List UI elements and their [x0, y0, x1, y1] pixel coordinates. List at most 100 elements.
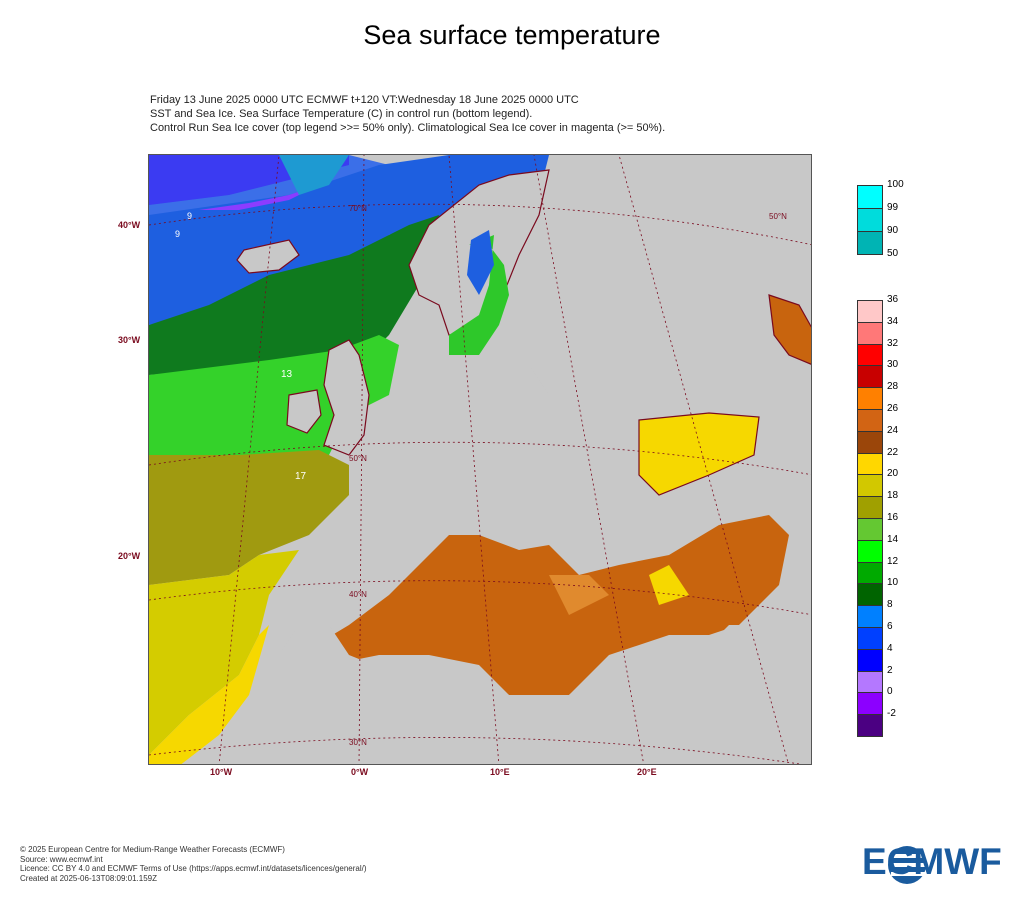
sst-legend-tick-label: 32 — [887, 337, 899, 349]
grid-label: 30°N — [349, 738, 367, 747]
sst-legend-tick-label: 34 — [887, 315, 899, 327]
sst-legend-tick-label: 0 — [887, 686, 893, 698]
sst-legend-tick-label: 16 — [887, 512, 899, 523]
footer-line-1: © 2025 European Centre for Medium-Range … — [20, 845, 285, 854]
ice-legend-swatch — [857, 185, 883, 209]
sst-band-12 — [149, 215, 439, 375]
sst-legend-tick-label: 20 — [887, 468, 899, 480]
sst-legend-tick-label: 10 — [887, 577, 899, 589]
lat-label-30w: 30°W — [118, 335, 141, 345]
caspian-sea — [768, 294, 811, 365]
header-line-1: Friday 13 June 2025 0000 UTC ECMWF t+120… — [150, 94, 579, 106]
meridian-10w — [218, 155, 280, 764]
sst-legend-tick-label: 22 — [887, 446, 899, 458]
iceland — [236, 239, 300, 274]
sst-band-20 — [149, 625, 269, 764]
parallel-50n — [149, 441, 811, 476]
great-britain — [323, 339, 370, 456]
sst-legend-swatch — [857, 496, 883, 519]
grid-label: 50°N — [769, 212, 787, 221]
lon-label-10w: 10°W — [210, 767, 233, 777]
sst-legend-swatch — [857, 692, 883, 716]
footer-line-4: Created at 2025-06-13T08:09:01.159Z — [20, 873, 157, 883]
black-sea — [638, 412, 760, 496]
footer-line-3: Licence: CC BY 4.0 and ECMWF Terms of Us… — [20, 864, 367, 873]
sst-legend-swatch — [857, 627, 883, 650]
sst-legend-tick-label: 2 — [887, 664, 893, 676]
sst-legend-swatch — [857, 321, 883, 345]
forecast-header: Friday 13 June 2025 0000 UTC ECMWF t+120… — [150, 93, 665, 135]
sst-legend-tick-label: 26 — [887, 403, 899, 414]
contour-label: 9 — [175, 229, 180, 239]
sst-legend-swatch — [857, 430, 883, 454]
header-line-3: Control Run Sea Ice cover (top legend >>… — [150, 122, 666, 134]
north-africa — [249, 625, 811, 764]
sst-legend-tick-label: 8 — [887, 599, 893, 611]
sst-legend-tick-label: 14 — [887, 533, 899, 545]
lon-label-10e: 10°E — [490, 767, 510, 777]
footer-credits: © 2025 European Centre for Medium-Range … — [20, 845, 367, 883]
sst-legend-tick-label: 6 — [887, 621, 893, 632]
ice-legend-tick-label: 50 — [887, 248, 899, 259]
sst-band-2 — [199, 185, 319, 210]
sst-legend-tick-label: 30 — [887, 359, 899, 371]
sst-band-16 — [149, 450, 349, 585]
graticule — [149, 155, 811, 764]
contour-label: 13 — [281, 369, 293, 380]
contour-label: 9 — [187, 211, 192, 221]
ice-legend-swatch — [857, 208, 883, 232]
ice-legend-tick-label: 90 — [887, 225, 899, 236]
sst-legend-tick-label: 36 — [887, 294, 899, 305]
sst-legend-swatch — [857, 561, 883, 585]
parallel-40n — [149, 580, 811, 616]
meridian-0 — [358, 155, 365, 764]
mediterranean-sea — [299, 515, 789, 695]
contour-label: 17 — [295, 471, 307, 482]
sea-ice-region — [279, 155, 349, 195]
sst-legend-swatch — [857, 474, 883, 498]
sst-legend-tick-label: -2 — [887, 708, 896, 720]
ice-legend-swatch — [857, 231, 883, 255]
grid-label: 40°N — [349, 590, 367, 599]
sst-legend-swatch — [857, 409, 883, 432]
grid-label: 70°N — [349, 204, 367, 213]
header-line-2: SST and Sea Ice. Sea Surface Temperature… — [150, 108, 533, 120]
sst-legend-swatch — [857, 365, 883, 389]
ecmwf-logo-text: ECMWF — [862, 841, 1002, 882]
ice-legend-tick-label: 99 — [887, 202, 899, 213]
footer-line-2: Source: www.ecmwf.int — [20, 854, 103, 864]
sst-legend-swatch — [857, 583, 883, 607]
sst-legend-tick-label: 18 — [887, 490, 899, 502]
meridian-20e — [533, 155, 645, 764]
sst-band-18 — [149, 550, 299, 755]
gulf-of-bothnia — [467, 230, 494, 295]
sst-legend-tick-label: 28 — [887, 381, 899, 393]
sst-legend-tick-label: 12 — [887, 555, 899, 567]
sst-legend-swatch — [857, 518, 883, 541]
sst-legend-swatch — [857, 670, 883, 694]
lat-label-40w: 40°W — [118, 220, 141, 230]
sst-legend-swatch — [857, 300, 883, 323]
ice-legend-tick-label: 100 — [887, 179, 904, 190]
chart-title: Sea surface temperature — [363, 20, 661, 50]
lon-label-20e: 20°E — [637, 767, 657, 777]
sst-legend-tick-label: 4 — [887, 642, 893, 654]
sst-legend-swatch — [857, 605, 883, 628]
sst-legend-swatch — [857, 343, 883, 367]
meridian-30e — [618, 155, 789, 764]
parallel-30n — [149, 737, 803, 764]
sst-legend-swatch — [857, 648, 883, 672]
sst-legend-swatch — [857, 539, 883, 563]
meridian-10e — [448, 155, 500, 764]
sst-legend-tick-label: 24 — [887, 424, 899, 436]
grid-label: 50°N — [349, 454, 367, 463]
sst-band-8 — [149, 155, 549, 325]
ecmwf-logo-icon — [888, 846, 931, 884]
sst-legend-swatch — [857, 714, 883, 737]
lon-label-0w: 0°W — [351, 767, 369, 777]
ireland — [286, 389, 322, 434]
sst-legend-swatch — [857, 452, 883, 476]
map-canvas: 9 9 13 17 70°N 50°N 50°N 40°N 30°N — [149, 155, 811, 764]
sst-legend-swatch — [857, 387, 883, 410]
lat-label-20w: 20°W — [118, 551, 141, 561]
